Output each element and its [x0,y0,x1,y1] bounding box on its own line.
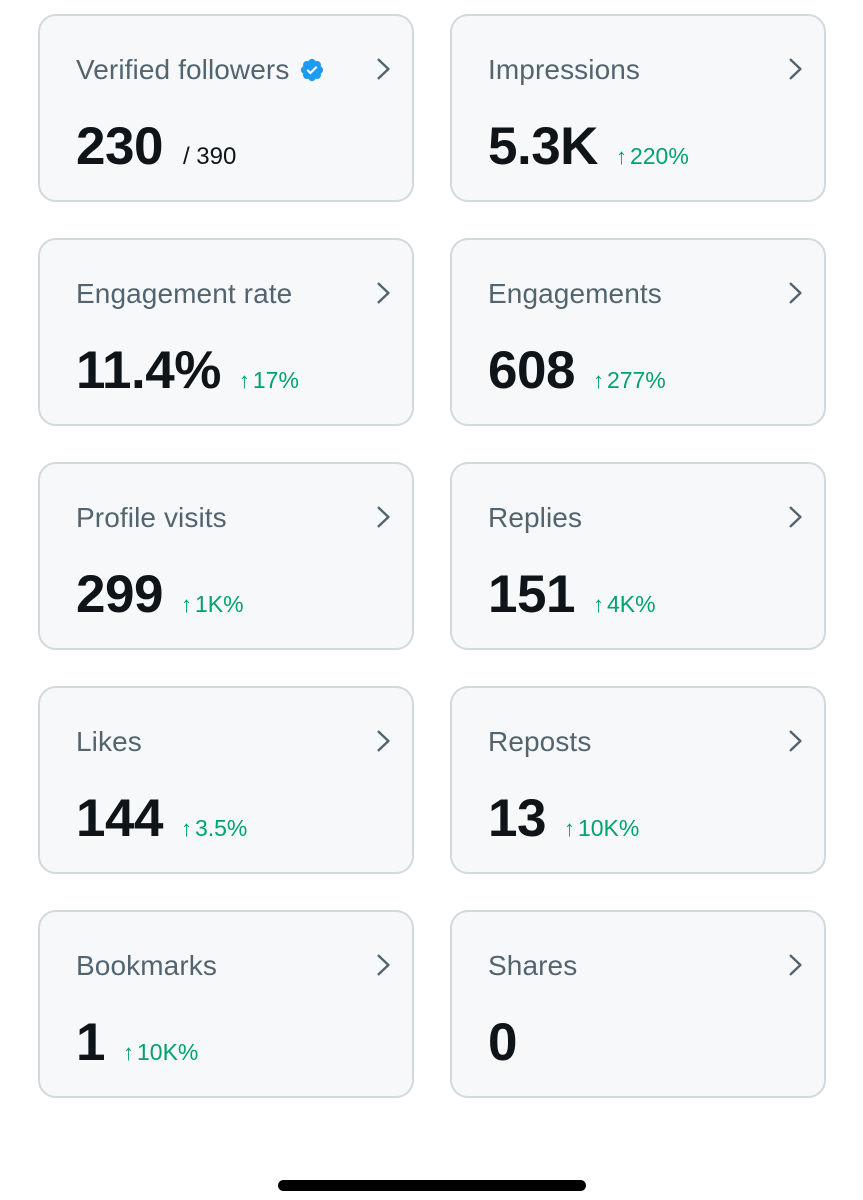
metric-value: 5.3K [488,117,598,176]
chevron-right-icon [789,506,802,528]
metric-title: Likes [76,726,142,758]
metric-delta-value: 277% [606,367,666,393]
metric-delta: ↑ 277% [593,367,666,394]
metric-title: Engagement rate [76,278,292,310]
metric-value: 144 [76,789,163,848]
metric-value: 230 [76,117,163,176]
metric-title: Profile visits [76,502,227,534]
metric-title-label: Likes [76,726,142,757]
metric-value-row: 151 ↑ 4K% [488,564,656,625]
metric-title-label: Shares [488,950,578,981]
metric-title: Reposts [488,726,591,758]
metric-card-bookmarks[interactable]: Bookmarks 1 ↑ 10K% [38,910,414,1098]
metric-title-label: Reposts [488,726,592,757]
chevron-right-icon [789,58,802,80]
metric-card-verified-followers[interactable]: Verified followers 230 / 390 [38,14,414,202]
chevron-right-icon [789,954,802,976]
chevron-right-icon [789,282,802,304]
metric-title-label: Replies [488,502,583,533]
metric-title: Impressions [488,54,640,86]
metric-title: Replies [488,502,582,534]
metric-value: 608 [488,341,575,400]
metric-delta-value: 10K% [577,815,640,841]
metric-title: Verified followers [76,54,325,86]
metric-title-label: Engagements [488,278,662,309]
arrow-up-icon: ↑ [122,1040,134,1065]
arrow-up-icon: ↑ [238,368,250,393]
chevron-right-icon [377,954,390,976]
metric-value: 11.4% [76,341,221,400]
metric-delta: ↑ 3.5% [181,815,247,842]
metric-card-engagements[interactable]: Engagements 608 ↑ 277% [450,238,826,426]
metric-value-row: 13 ↑ 10K% [488,788,639,849]
metric-card-likes[interactable]: Likes 144 ↑ 3.5% [38,686,414,874]
home-indicator[interactable] [278,1180,586,1191]
metric-value-row: 144 ↑ 3.5% [76,788,247,849]
metric-value: 1 [76,1013,105,1072]
arrow-up-icon: ↑ [180,816,192,841]
metric-total: / 390 [182,143,237,170]
metric-delta: ↑ 10K% [123,1039,198,1066]
metric-delta: ↑ 220% [616,143,689,170]
metric-value-row: 299 ↑ 1K% [76,564,244,625]
metric-value-row: 1 ↑ 10K% [76,1012,198,1073]
metric-card-reposts[interactable]: Reposts 13 ↑ 10K% [450,686,826,874]
metric-delta: ↑ 4K% [593,591,656,618]
verified-badge-icon [301,58,324,82]
metric-delta-value: 4K% [606,591,656,617]
arrow-up-icon: ↑ [615,144,627,169]
metric-delta-value: 3.5% [194,815,248,841]
metric-delta-value: 220% [629,143,689,169]
metric-delta: ↑ 10K% [564,815,639,842]
metric-delta-value: 17% [252,367,299,393]
arrow-up-icon: ↑ [592,592,604,617]
metric-value-row: 11.4% ↑ 17% [76,340,299,401]
metric-card-engagement-rate[interactable]: Engagement rate 11.4% ↑ 17% [38,238,414,426]
chevron-right-icon [377,506,390,528]
metric-title-label: Bookmarks [76,950,217,981]
metric-title-label: Profile visits [76,502,227,533]
metric-title: Bookmarks [76,950,217,982]
metric-value-row: 608 ↑ 277% [488,340,666,401]
metric-card-shares[interactable]: Shares 0 [450,910,826,1098]
arrow-up-icon: ↑ [563,816,575,841]
arrow-up-icon: ↑ [592,368,604,393]
metric-value: 0 [488,1013,517,1072]
metric-value-row: 0 [488,1012,517,1073]
chevron-right-icon [789,730,802,752]
metric-title: Engagements [488,278,662,310]
chevron-right-icon [377,282,390,304]
metric-value: 151 [488,565,575,624]
metric-title-label: Impressions [488,54,641,85]
metric-title-label: Engagement rate [76,278,293,309]
metric-value: 299 [76,565,163,624]
metric-title-label: Verified followers [76,54,290,85]
metric-value-row: 5.3K ↑ 220% [488,116,689,177]
metric-card-replies[interactable]: Replies 151 ↑ 4K% [450,462,826,650]
metric-card-impressions[interactable]: Impressions 5.3K ↑ 220% [450,14,826,202]
metric-title: Shares [488,950,577,982]
arrow-up-icon: ↑ [180,592,192,617]
metric-delta: ↑ 17% [239,367,299,394]
chevron-right-icon [377,58,390,80]
metric-delta-value: 10K% [136,1039,199,1065]
metric-delta-value: 1K% [194,591,244,617]
metric-value-row: 230 / 390 [76,116,236,177]
metric-delta: ↑ 1K% [181,591,244,618]
metric-value: 13 [488,789,546,848]
metric-card-profile-visits[interactable]: Profile visits 299 ↑ 1K% [38,462,414,650]
metrics-grid: Verified followers 230 / 390 Impressions… [38,14,826,1098]
chevron-right-icon [377,730,390,752]
